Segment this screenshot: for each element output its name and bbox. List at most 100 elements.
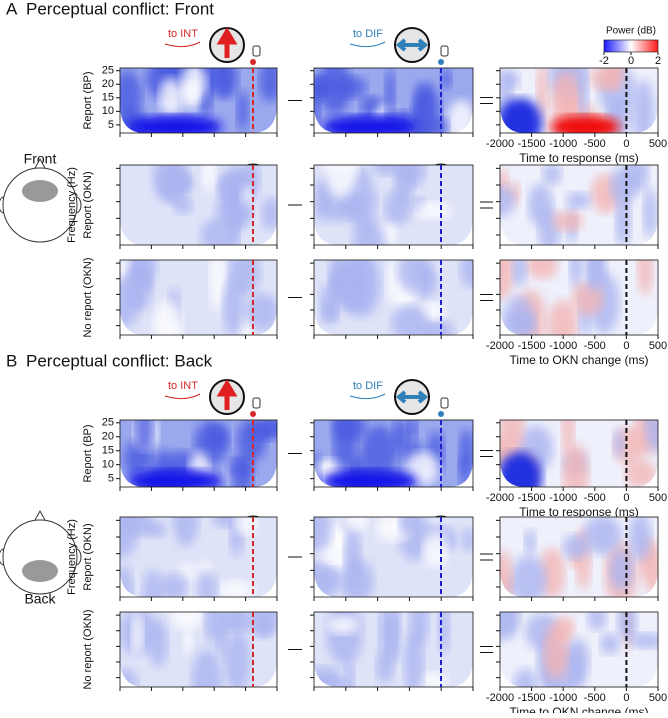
heatmap-blob: [631, 79, 655, 133]
y-axis-label: Frequency (Hz): [66, 167, 78, 243]
panel-frame: [313, 259, 474, 336]
heatmap-blob: [217, 580, 255, 597]
heatmap-blob: [120, 517, 154, 537]
row-label: Report (BP): [82, 424, 94, 482]
heatmap-blob: [360, 95, 383, 117]
heatmap-blob: [131, 612, 144, 658]
heatmap-blob: [624, 460, 657, 487]
head: [2, 519, 78, 595]
panel-frame: [313, 67, 474, 134]
button-dot: [250, 59, 256, 65]
button-icon: [252, 397, 261, 409]
heatmap-blob: [334, 75, 367, 99]
colorbar-tick-label: 0: [628, 55, 634, 67]
x-tick-label: -500: [584, 492, 606, 504]
heatmap-blob: [128, 260, 153, 312]
button-dot: [438, 411, 444, 417]
heatmap-blob: [204, 612, 222, 645]
x-tick-label: 500: [649, 138, 667, 150]
heatmap-blob: [385, 612, 398, 659]
heatmap: [314, 68, 473, 133]
heatmap-strong: [500, 98, 542, 133]
heatmap: [500, 612, 658, 687]
y-tick-label: 20: [102, 78, 114, 90]
panel-frame: [119, 164, 278, 246]
heatmap-blob: [182, 628, 194, 654]
heatmap-blob: [149, 619, 168, 668]
heatmap-blob: [391, 420, 409, 454]
heatmap-blob: [231, 453, 253, 487]
row-label: No report (OKN): [82, 609, 94, 689]
heatmap-blob: [440, 68, 452, 90]
section-label: A: [6, 0, 18, 18]
y-tick-label: 10: [102, 105, 114, 117]
row-label: Report (OKN): [82, 171, 94, 238]
stim-arrow: [216, 379, 238, 410]
panel-frame: [499, 419, 659, 488]
x-tick-label: -500: [584, 340, 606, 352]
x-tick-label: -2000: [486, 138, 514, 150]
heatmap-blob: [120, 260, 131, 284]
heatmap: [314, 260, 473, 335]
section-label: B: [6, 351, 17, 370]
heatmap-blob: [234, 517, 258, 535]
heatmap-blob: [552, 210, 584, 232]
heatmap-blob: [437, 612, 450, 654]
heatmap-blob: [384, 189, 412, 225]
x-tick-label: -1500: [518, 340, 546, 352]
heatmap-blob: [512, 260, 528, 287]
heatmap-blob: [222, 278, 244, 335]
transition-label: to INT: [168, 28, 198, 40]
heatmap-blob: [398, 517, 417, 535]
panel-frame: [119, 67, 278, 134]
heatmap-blob: [142, 569, 163, 597]
heatmap-blob: [407, 420, 418, 443]
panel-frame: [499, 67, 659, 134]
heatmap-blob: [644, 420, 658, 453]
heatmap-blob: [500, 550, 514, 597]
heatmap-blob: [348, 517, 369, 531]
heatmap: [314, 517, 473, 597]
heatmap-blob: [583, 517, 622, 555]
heatmap-blob: [332, 420, 358, 473]
x-tick-label: -500: [584, 692, 606, 704]
heatmap-blob: [571, 281, 604, 316]
x-axis-label: Time to OKN change (ms): [510, 705, 649, 713]
heatmap-blob: [319, 283, 339, 325]
heatmap-blob: [314, 676, 349, 687]
x-tick-label: -1500: [518, 492, 546, 504]
heatmap-blob: [120, 668, 138, 687]
heatmap-blob: [500, 612, 521, 638]
panel-frame: [119, 419, 278, 488]
heatmap-blob: [172, 517, 199, 547]
heatmap: [500, 68, 658, 133]
section-title: Perceptual conflict: Front: [26, 0, 214, 18]
heatmap: [500, 260, 658, 335]
panel-frame: [119, 516, 278, 598]
heatmap-blob: [525, 260, 558, 280]
y-axis-label: Frequency (Hz): [66, 519, 78, 595]
heatmap-blob: [562, 533, 589, 560]
heatmap-blob: [254, 614, 273, 639]
region-blob: [22, 560, 58, 582]
panel-frame: [499, 516, 659, 598]
x-tick-label: -1000: [549, 492, 577, 504]
x-tick-label: 0: [623, 492, 629, 504]
heatmap-strong: [321, 115, 418, 133]
heatmap-blob: [543, 623, 569, 680]
colorbar-label: Power (dB): [606, 26, 656, 37]
head: [2, 167, 78, 243]
heatmap-blob: [152, 165, 189, 202]
heatmap: [500, 420, 658, 487]
panel-frame: [119, 259, 278, 336]
heatmap: [120, 612, 277, 687]
x-tick-label: 500: [649, 492, 667, 504]
y-tick-label: 15: [102, 92, 114, 104]
heatmap-blob: [378, 612, 389, 661]
heatmap-blob: [628, 632, 658, 649]
x-tick-label: -500: [584, 138, 606, 150]
heatmap-blob: [221, 612, 250, 626]
transition-label: to INT: [168, 380, 198, 392]
heatmap-blob: [412, 83, 441, 133]
heatmap-blob: [398, 165, 426, 188]
